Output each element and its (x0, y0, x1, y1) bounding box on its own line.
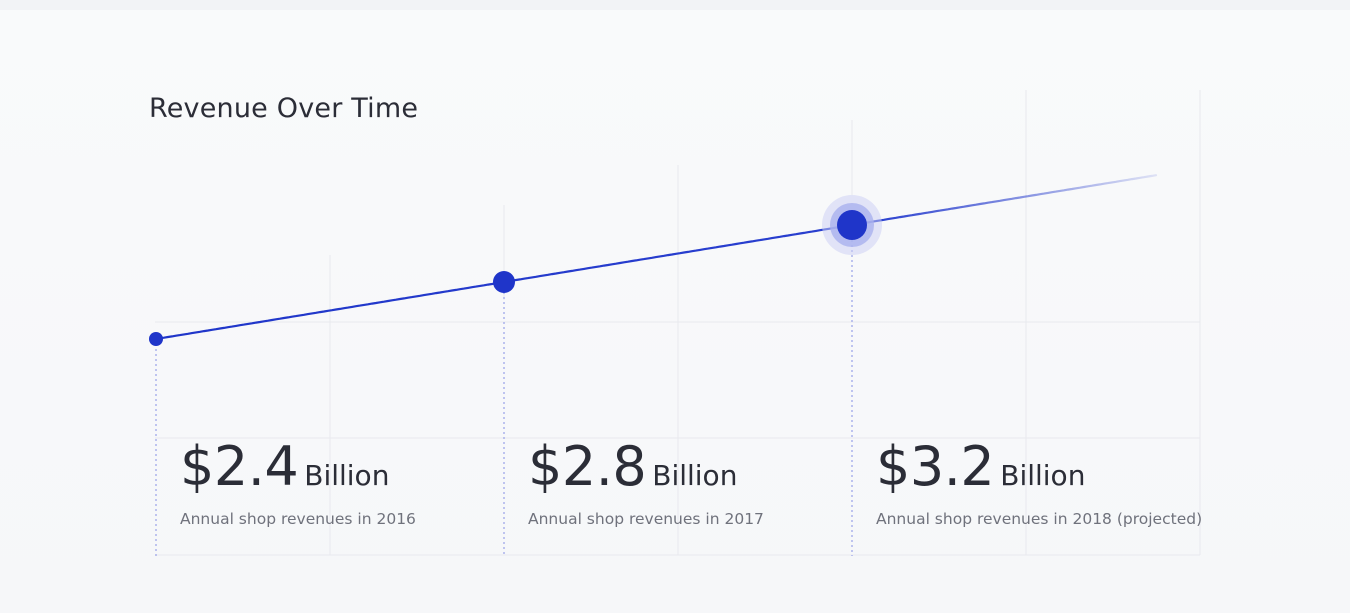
stat-value: $2.4 Billion (180, 440, 510, 494)
revenue-trend-line (154, 174, 1158, 341)
guide-lines (155, 225, 853, 556)
stat-unit: Billion (652, 459, 738, 492)
stat-caption: Annual shop revenues in 2017 (528, 510, 764, 528)
stat-caption: Annual shop revenues in 2018 (projected) (876, 510, 1203, 528)
data-points (149, 195, 882, 346)
stat-amount: $3.2 (876, 435, 995, 498)
stat-amount: $2.8 (528, 435, 647, 498)
stat-value: $3.2 Billion (876, 440, 1206, 494)
data-point-2017 (493, 271, 515, 293)
data-point-2018 (837, 210, 867, 240)
stat-2018: $3.2 Billion Annual shop revenues in 2018… (876, 440, 1206, 529)
chart-panel (0, 10, 1350, 613)
data-point-2016 (149, 332, 163, 346)
stat-caption: Annual shop revenues in 2016 (180, 510, 416, 528)
stat-unit: Billion (1000, 459, 1086, 492)
top-strip (0, 0, 1350, 10)
stat-amount: $2.4 (180, 435, 299, 498)
stat-2016: $2.4 Billion Annual shop revenues in 2016 (180, 440, 510, 529)
chart-title: Revenue Over Time (149, 93, 419, 124)
grid (155, 90, 1201, 556)
stat-unit: Billion (304, 459, 390, 492)
stat-value: $2.8 Billion (528, 440, 858, 494)
stat-2017: $2.8 Billion Annual shop revenues in 2017 (528, 440, 858, 529)
